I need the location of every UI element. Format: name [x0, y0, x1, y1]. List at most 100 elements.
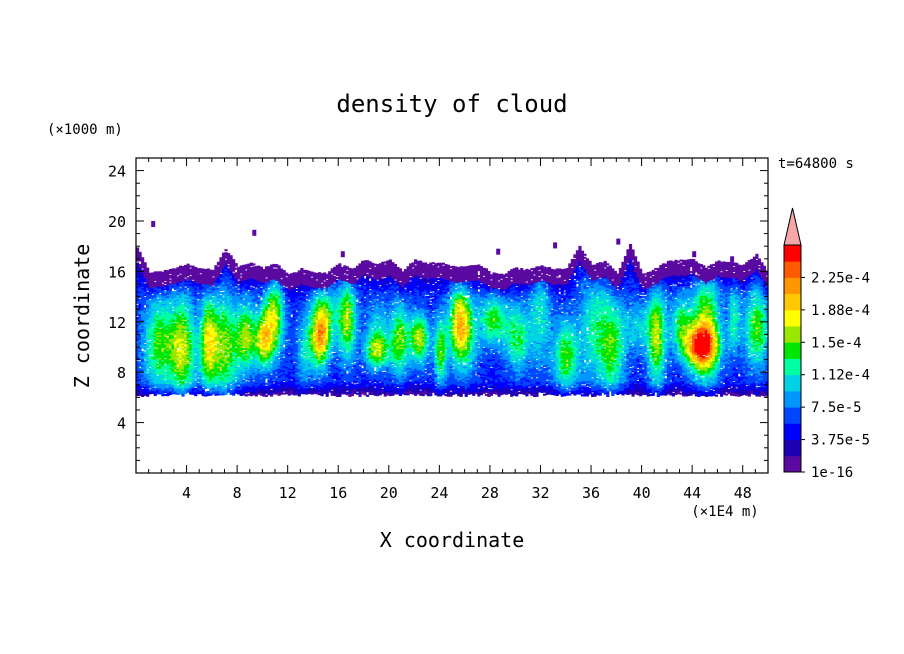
density-cell: [181, 344, 185, 347]
density-cell: [153, 327, 157, 330]
density-cell: [178, 324, 183, 327]
density-cell: [184, 332, 188, 336]
density-cell: [148, 293, 152, 297]
density-cell: [161, 289, 165, 292]
density-cell: [141, 308, 145, 311]
density-cell: [166, 295, 170, 298]
density-cell: [178, 335, 183, 338]
density-cell: [184, 388, 188, 392]
density-cell: [146, 341, 150, 344]
density-cell: [184, 358, 188, 361]
density-cell: [176, 321, 180, 324]
density-cell: [173, 319, 178, 322]
density-cell: [148, 381, 152, 384]
density-cell: [186, 380, 190, 383]
density-cell: [153, 306, 157, 309]
density-cell: [166, 392, 170, 395]
density-cell: [171, 350, 175, 353]
density-cell: [163, 336, 167, 339]
density-cell: [178, 297, 183, 300]
density-cell: [158, 368, 162, 371]
density-cell: [138, 387, 142, 391]
density-cell: [161, 333, 165, 336]
density-cell: [173, 342, 178, 345]
density-cell: [143, 336, 147, 339]
density-cell: [143, 377, 147, 380]
density-cell: [186, 324, 190, 327]
density-cell: [153, 301, 157, 304]
density-cell: [176, 388, 180, 391]
density-cell: [161, 306, 165, 309]
density-cell: [161, 369, 165, 373]
density-cell: [148, 272, 152, 275]
density-cell: [171, 280, 175, 283]
density-cell: [138, 369, 142, 372]
density-cell: [153, 275, 157, 278]
density-cell: [143, 375, 147, 378]
density-cell: [181, 374, 185, 377]
density-cell: [173, 380, 178, 383]
density-cell: [143, 265, 147, 268]
density-cell: [176, 366, 180, 370]
density-cell: [141, 304, 145, 307]
density-cell: [176, 270, 180, 273]
density-cell: [148, 374, 152, 377]
density-cell: [171, 347, 175, 350]
density-cell: [171, 319, 175, 322]
density-cell: [148, 348, 152, 351]
density-cell: [163, 365, 167, 368]
density-cell: [171, 340, 175, 344]
density-cell: [138, 274, 142, 277]
density-cell: [141, 340, 145, 343]
density-cell: [136, 316, 140, 320]
density-cell: [184, 304, 188, 307]
density-cell: [158, 355, 162, 359]
density-cell: [156, 368, 160, 371]
density-cell: [158, 349, 162, 352]
density-cell: [178, 347, 183, 350]
density-cell: [146, 279, 150, 282]
density-cell: [138, 285, 142, 288]
density-cell: [146, 294, 150, 297]
density-cell: [184, 384, 188, 387]
density-cell: [141, 357, 145, 360]
density-cell: [168, 338, 172, 341]
density-cell: [151, 313, 155, 316]
density-cell: [158, 295, 162, 298]
density-cell: [141, 384, 145, 387]
density-cell: [146, 297, 150, 300]
density-cell: [146, 374, 150, 378]
density-cell: [168, 352, 172, 355]
density-cell: [158, 383, 162, 386]
density-cell: [186, 312, 190, 315]
density-cell: [176, 320, 180, 323]
density-cell: [186, 333, 190, 336]
density-cell: [153, 298, 157, 301]
density-cell: [168, 353, 172, 356]
density-cell: [168, 379, 172, 382]
density-cell: [181, 350, 185, 353]
density-cell: [184, 375, 188, 378]
density-cell: [181, 370, 185, 373]
density-cell: [184, 370, 188, 373]
density-cell: [168, 311, 172, 314]
density-cell: [161, 379, 165, 382]
density-cell: [178, 333, 183, 336]
density-cell: [138, 344, 142, 347]
density-cell: [181, 391, 185, 394]
density-cell: [153, 356, 157, 359]
density-cell: [168, 312, 172, 315]
density-cell: [136, 362, 140, 365]
density-cell: [136, 271, 140, 274]
density-cell: [181, 327, 185, 331]
density-cell: [168, 324, 172, 328]
density-cell: [143, 337, 147, 340]
density-cell: [186, 369, 190, 372]
density-cell: [143, 286, 147, 289]
density-cell: [189, 313, 193, 316]
density-cell: [148, 355, 152, 359]
density-cell: [161, 271, 165, 274]
density-cell: [163, 350, 167, 353]
density-cell: [171, 342, 175, 345]
